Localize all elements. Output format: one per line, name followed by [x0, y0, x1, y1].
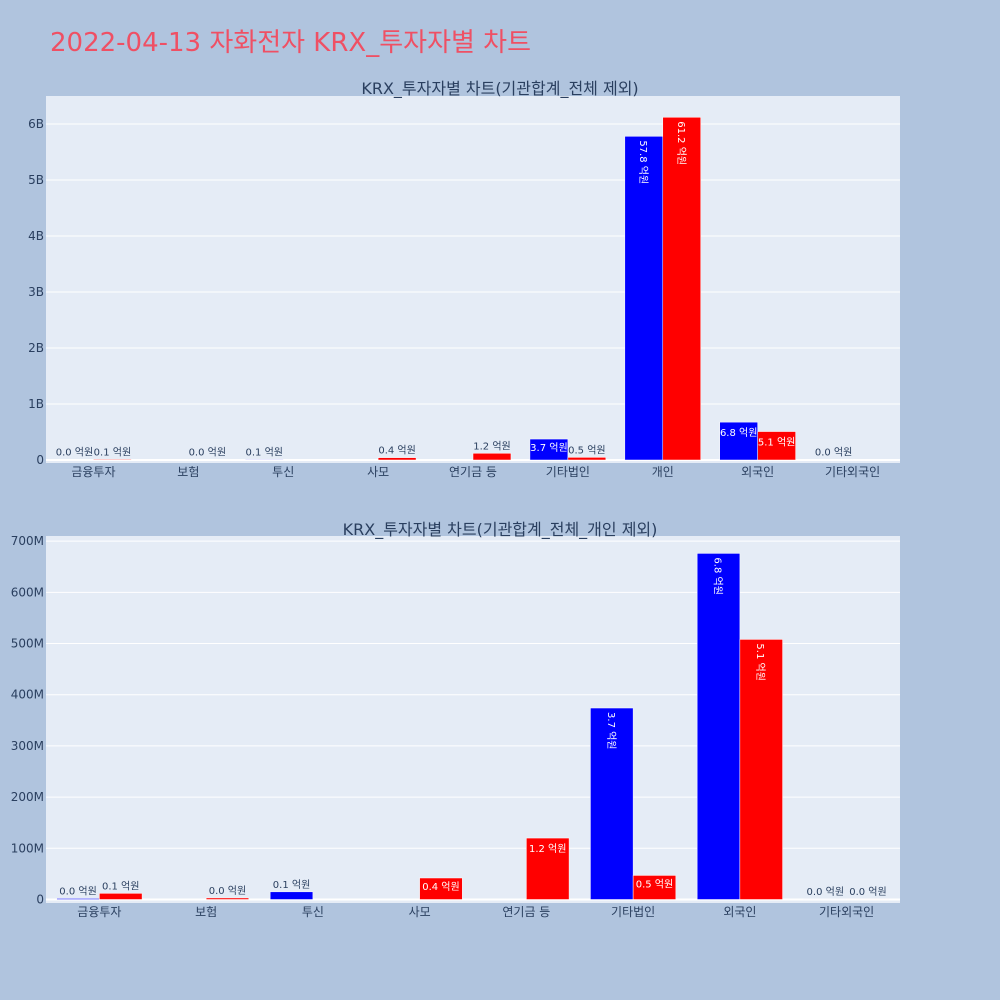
bar [269, 891, 314, 900]
bar [719, 421, 758, 461]
data-label: 0.0 억원 [189, 447, 226, 459]
x-tick-label: 외국인 [741, 465, 774, 479]
y-tick-label: 600M [11, 585, 44, 599]
data-label: 0.0 억원 [815, 447, 852, 459]
bar [419, 877, 463, 900]
plot-area [46, 96, 900, 463]
data-label: 1.2 억원 [529, 843, 566, 855]
x-tick-label: 보험 [177, 465, 199, 479]
data-label: 6.8 억원 [712, 557, 724, 594]
page-title: 2022-04-13 자화전자 KRX_투자자별 차트 [50, 28, 532, 58]
y-tick-label: 300M [11, 739, 44, 753]
bar [56, 898, 100, 900]
x-tick-label: 금융투자 [71, 465, 115, 479]
data-label: 0.0 억원 [807, 886, 844, 898]
chart-title: KRX_투자자별 차트(기관합계_전체 제외) [361, 79, 638, 99]
bar [846, 898, 890, 900]
y-tick-label: 500M [11, 637, 44, 651]
x-tick-label: 사모 [409, 905, 431, 919]
x-tick-label: 금융투자 [77, 905, 121, 919]
data-label: 0.1 억원 [273, 879, 310, 891]
chart-title: KRX_투자자별 차트(기관합계_전체_개인 제외) [343, 520, 658, 540]
data-label: 0.4 억원 [422, 881, 459, 893]
bar [757, 431, 796, 461]
data-label: 0.1 억원 [102, 880, 139, 892]
data-label: 0.1 억원 [94, 446, 131, 458]
bar [99, 893, 143, 900]
data-label: 3.7 억원 [530, 442, 567, 454]
data-label: 0.0 억원 [209, 885, 246, 897]
y-tick-label: 200M [11, 790, 44, 804]
bar [377, 457, 417, 461]
data-label: 61.2 억원 [675, 121, 687, 165]
x-tick-label: 기타법인 [611, 905, 655, 919]
y-tick-label: 3B [28, 285, 44, 299]
data-label: 0.1 억원 [246, 446, 283, 458]
y-tick-label: 2B [28, 341, 44, 355]
bar [526, 837, 570, 900]
x-tick-label: 기타외국인 [825, 465, 880, 479]
x-tick-label: 연기금 등 [449, 465, 497, 479]
bar [803, 898, 847, 900]
bar [696, 553, 741, 900]
x-tick-label: 투신 [272, 465, 294, 479]
bar [662, 117, 701, 461]
data-label: 3.7 억원 [605, 712, 617, 749]
bar [632, 875, 677, 900]
bar [93, 459, 132, 461]
y-tick-label: 6B [28, 117, 44, 131]
x-tick-label: 기타외국인 [819, 905, 874, 919]
y-tick-label: 0 [36, 453, 44, 467]
bar [529, 438, 569, 461]
y-tick-label: 400M [11, 688, 44, 702]
x-tick-label: 외국인 [723, 905, 756, 919]
data-label: 0.0 억원 [56, 447, 93, 459]
data-label: 0.4 억원 [378, 445, 415, 457]
y-tick-label: 1B [28, 397, 44, 411]
bar [739, 639, 783, 900]
data-label: 0.5 억원 [568, 444, 605, 456]
x-tick-label: 기타법인 [546, 465, 590, 479]
data-label: 5.1 억원 [758, 437, 795, 449]
data-label: 1.2 억원 [473, 440, 510, 452]
data-label: 0.0 억원 [59, 885, 96, 897]
bar [624, 136, 664, 461]
x-tick-label: 보험 [195, 905, 217, 919]
y-tick-label: 5B [28, 173, 44, 187]
x-tick-label: 투신 [302, 905, 324, 919]
data-label: 57.8 억원 [637, 140, 649, 184]
bar [590, 707, 634, 900]
bar [188, 459, 227, 461]
data-label: 0.5 억원 [636, 878, 673, 890]
y-tick-label: 100M [11, 841, 44, 855]
bar [472, 453, 512, 461]
y-tick-label: 4B [28, 229, 44, 243]
bar [567, 457, 607, 461]
y-tick-label: 700M [11, 534, 44, 548]
x-tick-label: 사모 [367, 465, 389, 479]
x-tick-label: 개인 [652, 465, 674, 479]
bar [245, 459, 284, 461]
bar [205, 897, 250, 900]
bar [814, 459, 853, 461]
data-label: 5.1 억원 [754, 643, 766, 680]
x-tick-label: 연기금 등 [502, 905, 550, 919]
y-tick-label: 0 [36, 893, 44, 907]
data-label: 0.0 억원 [849, 886, 886, 898]
data-label: 6.8 억원 [720, 427, 757, 439]
